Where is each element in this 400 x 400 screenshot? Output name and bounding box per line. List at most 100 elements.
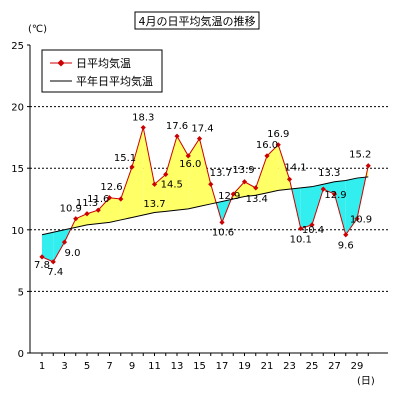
x-tick-label-21: 21 bbox=[261, 361, 274, 372]
data-label-day-13: 17.6 bbox=[166, 121, 188, 132]
fill-area-day-12-0 bbox=[165, 136, 177, 212]
data-label-day-30: 15.2 bbox=[349, 150, 371, 161]
data-label-day-3: 9.0 bbox=[65, 248, 81, 259]
fill-area-day-18-0 bbox=[233, 181, 245, 199]
data-label-day-12: 14.5 bbox=[161, 179, 183, 190]
data-label-day-21: 16.0 bbox=[256, 140, 278, 151]
daily-temperature-point-24 bbox=[298, 225, 304, 232]
y-tick-label-15: 15 bbox=[11, 164, 24, 175]
y-tick-label-10: 10 bbox=[11, 226, 24, 237]
title-box bbox=[134, 11, 260, 30]
data-label-day-10: 18.3 bbox=[132, 113, 154, 124]
daily-temperature-point-20 bbox=[253, 185, 259, 191]
daily-temperature-point-19 bbox=[241, 179, 248, 185]
y-tick-label-5: 5 bbox=[18, 287, 24, 298]
x-tick-label-23: 23 bbox=[283, 361, 296, 372]
fill-area-day-6-0 bbox=[98, 197, 110, 224]
fill-area-day-8-0 bbox=[120, 166, 132, 220]
series-markers bbox=[39, 124, 371, 265]
chart-title: 4月の日平均気温の推移 bbox=[139, 14, 256, 28]
daily-temperature-point-8 bbox=[118, 196, 124, 202]
fill-area-day-4-0 bbox=[75, 213, 87, 228]
difference-fill-areas bbox=[42, 127, 369, 262]
daily-temperature-point-6 bbox=[95, 207, 101, 213]
fill-area-day-21-0 bbox=[267, 144, 279, 193]
daily-temperature-point-18 bbox=[230, 191, 236, 197]
fill-area-day-7-0 bbox=[109, 197, 121, 223]
data-label-day-24: 10.1 bbox=[290, 235, 312, 246]
data-label-day-4: 10.9 bbox=[60, 204, 82, 215]
data-label-day-6: 11.6 bbox=[87, 194, 109, 205]
fill-area-day-14-0 bbox=[188, 138, 200, 209]
data-label-day-16: 13.7 bbox=[210, 168, 232, 179]
data-label-day-18: 12.9 bbox=[218, 191, 240, 202]
fill-area-day-22-0 bbox=[278, 144, 290, 191]
data-label-day-27: 12.9 bbox=[324, 190, 346, 201]
data-label-day-1: 7.8 bbox=[34, 260, 50, 271]
data-label-day-26: 13.3 bbox=[318, 168, 340, 179]
data-label-day-17: 10.6 bbox=[212, 227, 234, 238]
x-tick-label-13: 13 bbox=[171, 361, 184, 372]
data-label-day-11: 13.7 bbox=[143, 199, 165, 210]
y-axis-unit-label: (℃) bbox=[28, 24, 47, 35]
x-tick-label-11: 11 bbox=[148, 361, 161, 372]
data-label-day-9: 15.1 bbox=[114, 153, 136, 164]
daily-temperature-point-3 bbox=[61, 239, 68, 245]
daily-temperature-point-12 bbox=[163, 171, 169, 177]
legend: 日平均気温 平年日平均気温 bbox=[41, 49, 163, 93]
normal-temperature-line bbox=[41, 176, 369, 236]
data-label-day-29: 10.9 bbox=[350, 215, 372, 226]
data-label-day-28: 9.6 bbox=[338, 241, 354, 252]
fill-area-day-10-0 bbox=[143, 127, 155, 216]
fill-area-day-2-0 bbox=[53, 229, 65, 262]
daily-temperature-point-29 bbox=[354, 216, 360, 222]
fill-area-day-27-0 bbox=[334, 180, 346, 235]
fill-area-day-28-0 bbox=[345, 178, 357, 235]
daily-temperature-point-10 bbox=[140, 124, 146, 131]
daily-temperature-point-17 bbox=[219, 219, 225, 226]
fill-area-day-26-0 bbox=[323, 181, 335, 195]
x-tick-label-19: 19 bbox=[238, 361, 251, 372]
legend-label-normal: 平年日平均気温 bbox=[76, 74, 153, 88]
x-tick-label-3: 3 bbox=[61, 361, 67, 372]
daily-temperature-point-28 bbox=[343, 232, 349, 238]
fill-area-day-1-0 bbox=[42, 232, 54, 262]
fill-area-day-24-0 bbox=[300, 186, 312, 229]
x-tick-label-25: 25 bbox=[306, 361, 319, 372]
fill-area-day-19-0 bbox=[244, 181, 256, 197]
daily-temperature-point-2 bbox=[50, 259, 56, 265]
daily-temperature-point-23 bbox=[286, 176, 293, 182]
data-label-day-5: 11.3 bbox=[76, 198, 98, 209]
daily-temperature-point-27 bbox=[331, 191, 338, 197]
data-label-day-7: 12.6 bbox=[100, 182, 122, 193]
daily-temperature-point-11 bbox=[151, 181, 158, 187]
daily-temperature-point-13 bbox=[174, 133, 180, 139]
daily-temperature-point-7 bbox=[106, 195, 113, 201]
data-label-day-19: 13.9 bbox=[232, 165, 254, 176]
data-label-day-20: 13.4 bbox=[246, 194, 268, 205]
daily-temperature-point-16 bbox=[208, 181, 214, 187]
fill-area-day-15-0 bbox=[199, 138, 211, 207]
data-label-day-22: 16.9 bbox=[267, 129, 289, 140]
daily-temperature-point-14 bbox=[185, 153, 191, 159]
x-tick-label-17: 17 bbox=[216, 361, 229, 372]
fill-area-day-5-0 bbox=[87, 210, 99, 225]
data-label-day-14: 16.0 bbox=[179, 159, 201, 170]
data-labels: 7.87.49.010.911.311.612.615.118.313.714.… bbox=[34, 113, 372, 278]
data-label-day-15: 17.4 bbox=[191, 124, 213, 135]
data-label-day-25: 10.4 bbox=[302, 225, 324, 236]
fill-area-day-20-0 bbox=[255, 155, 267, 196]
daily-temperature-point-22 bbox=[275, 142, 281, 148]
x-tick-label-27: 27 bbox=[328, 361, 341, 372]
x-tick-label-15: 15 bbox=[193, 361, 206, 372]
y-tick-label-25: 25 bbox=[11, 41, 24, 52]
daily-temperature-point-4 bbox=[73, 216, 79, 222]
fill-area-day-11-0 bbox=[154, 174, 166, 213]
x-tick-label-1: 1 bbox=[39, 361, 45, 372]
fill-area-day-13-0 bbox=[177, 136, 189, 211]
daily-temperature-point-15 bbox=[196, 136, 203, 142]
x-tick-label-5: 5 bbox=[84, 361, 90, 372]
legend-label-daily: 日平均気温 bbox=[76, 56, 131, 70]
